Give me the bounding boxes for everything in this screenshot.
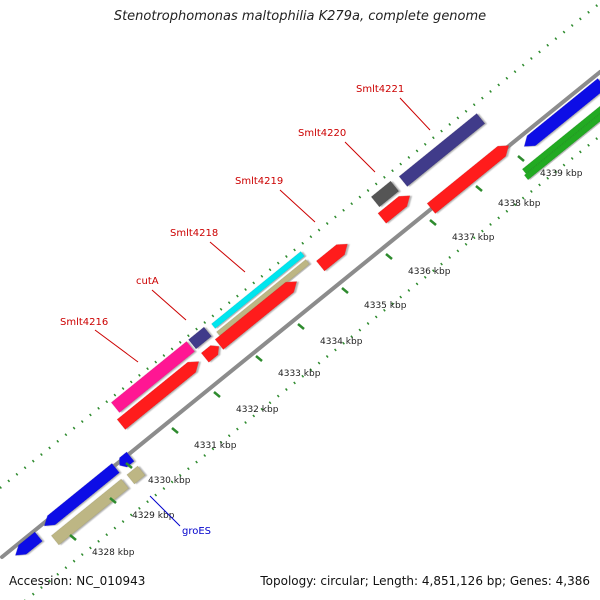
gene-label-smlt4221[interactable]: Smlt4221 <box>356 84 404 95</box>
gene-label-cuta[interactable]: cutA <box>136 276 159 287</box>
cds-bar-tan[interactable] <box>126 465 146 485</box>
tick-mark <box>517 155 525 162</box>
tick-label: 4331 kbp <box>194 441 237 451</box>
tick-mark <box>171 427 179 434</box>
tick-mark <box>429 219 437 226</box>
gene-label-smlt4216[interactable]: Smlt4216 <box>60 317 108 328</box>
map-title: Stenotrophomonas maltophilia K279a, comp… <box>113 9 487 24</box>
tick-mark <box>385 253 393 260</box>
tick-mark <box>341 287 349 294</box>
tick-mark <box>297 323 305 330</box>
tick-label: 4332 kbp <box>236 405 279 415</box>
coordinate-ticks: 4328 kbp 4329 kbp 4330 kbp 4331 kbp 4332 kbp… <box>69 155 583 558</box>
upper-dotted-line <box>0 2 600 489</box>
cds-bar-green[interactable] <box>523 111 600 181</box>
tick-mark <box>125 462 133 469</box>
cds-bar-slate-smlt4221[interactable] <box>398 113 486 187</box>
leader-line <box>279 189 316 223</box>
tick-label: 4338 kbp <box>498 199 541 209</box>
cds-bar-magenta-smlt4216[interactable] <box>110 341 196 413</box>
cds-bar-cyan-smlt4218[interactable] <box>211 251 305 329</box>
cds-bar-tan[interactable] <box>50 478 130 546</box>
cds-bar-red[interactable] <box>426 140 513 214</box>
tick-label: 4334 kbp <box>320 337 363 347</box>
cds-bar-red[interactable] <box>200 342 223 363</box>
tick-label: 4339 kbp <box>540 169 583 179</box>
tick-label: 4335 kbp <box>364 301 407 311</box>
tick-mark <box>69 534 77 541</box>
cds-bar-red[interactable] <box>214 276 301 350</box>
tick-label: 4330 kbp <box>148 476 191 486</box>
topology-text: Topology: circular; Length: 4,851,126 bp… <box>260 574 590 588</box>
gene-label-smlt4218[interactable]: Smlt4218 <box>170 228 218 239</box>
cds-bar-slate-cuta[interactable] <box>188 326 212 350</box>
cds-bar-blue[interactable] <box>520 78 600 151</box>
leader-line <box>344 141 376 173</box>
cds-bar-red[interactable] <box>315 239 351 272</box>
tick-mark <box>213 391 221 398</box>
tick-mark <box>109 497 117 504</box>
tick-mark <box>475 185 483 192</box>
leader-line <box>149 495 181 527</box>
cds-bar-green[interactable] <box>521 105 600 175</box>
gene-label-smlt4219[interactable]: Smlt4219 <box>235 176 283 187</box>
feature-track <box>12 78 600 560</box>
leader-line <box>151 289 187 321</box>
tick-label: 4329 kbp <box>132 511 175 521</box>
cds-bar-gray-smlt4220[interactable] <box>370 180 400 208</box>
gene-labels: Smlt4216 cutA Smlt4218 Smlt4219 Smlt4220 Smlt… <box>60 84 431 537</box>
leader-line <box>209 241 246 273</box>
tick-label: 4328 kbp <box>92 548 135 558</box>
tick-mark <box>255 355 263 362</box>
cds-bar-blue[interactable] <box>12 531 43 560</box>
leader-line <box>94 329 139 363</box>
cds-bar-blue[interactable] <box>116 451 135 470</box>
cds-bar-tan-smlt4219[interactable] <box>216 259 310 337</box>
tick-label: 4337 kbp <box>452 233 495 243</box>
cds-bar-red[interactable] <box>116 356 203 430</box>
tick-label: 4336 kbp <box>408 267 451 277</box>
tick-label: 4333 kbp <box>278 369 321 379</box>
leader-line <box>399 97 431 131</box>
accession-text: Accession: NC_010943 <box>9 574 146 588</box>
gene-label-smlt4220[interactable]: Smlt4220 <box>298 128 346 139</box>
cds-bar-blue[interactable] <box>40 463 120 530</box>
cds-bar-red[interactable] <box>377 191 414 224</box>
gene-label-groes[interactable]: groES <box>182 526 211 537</box>
